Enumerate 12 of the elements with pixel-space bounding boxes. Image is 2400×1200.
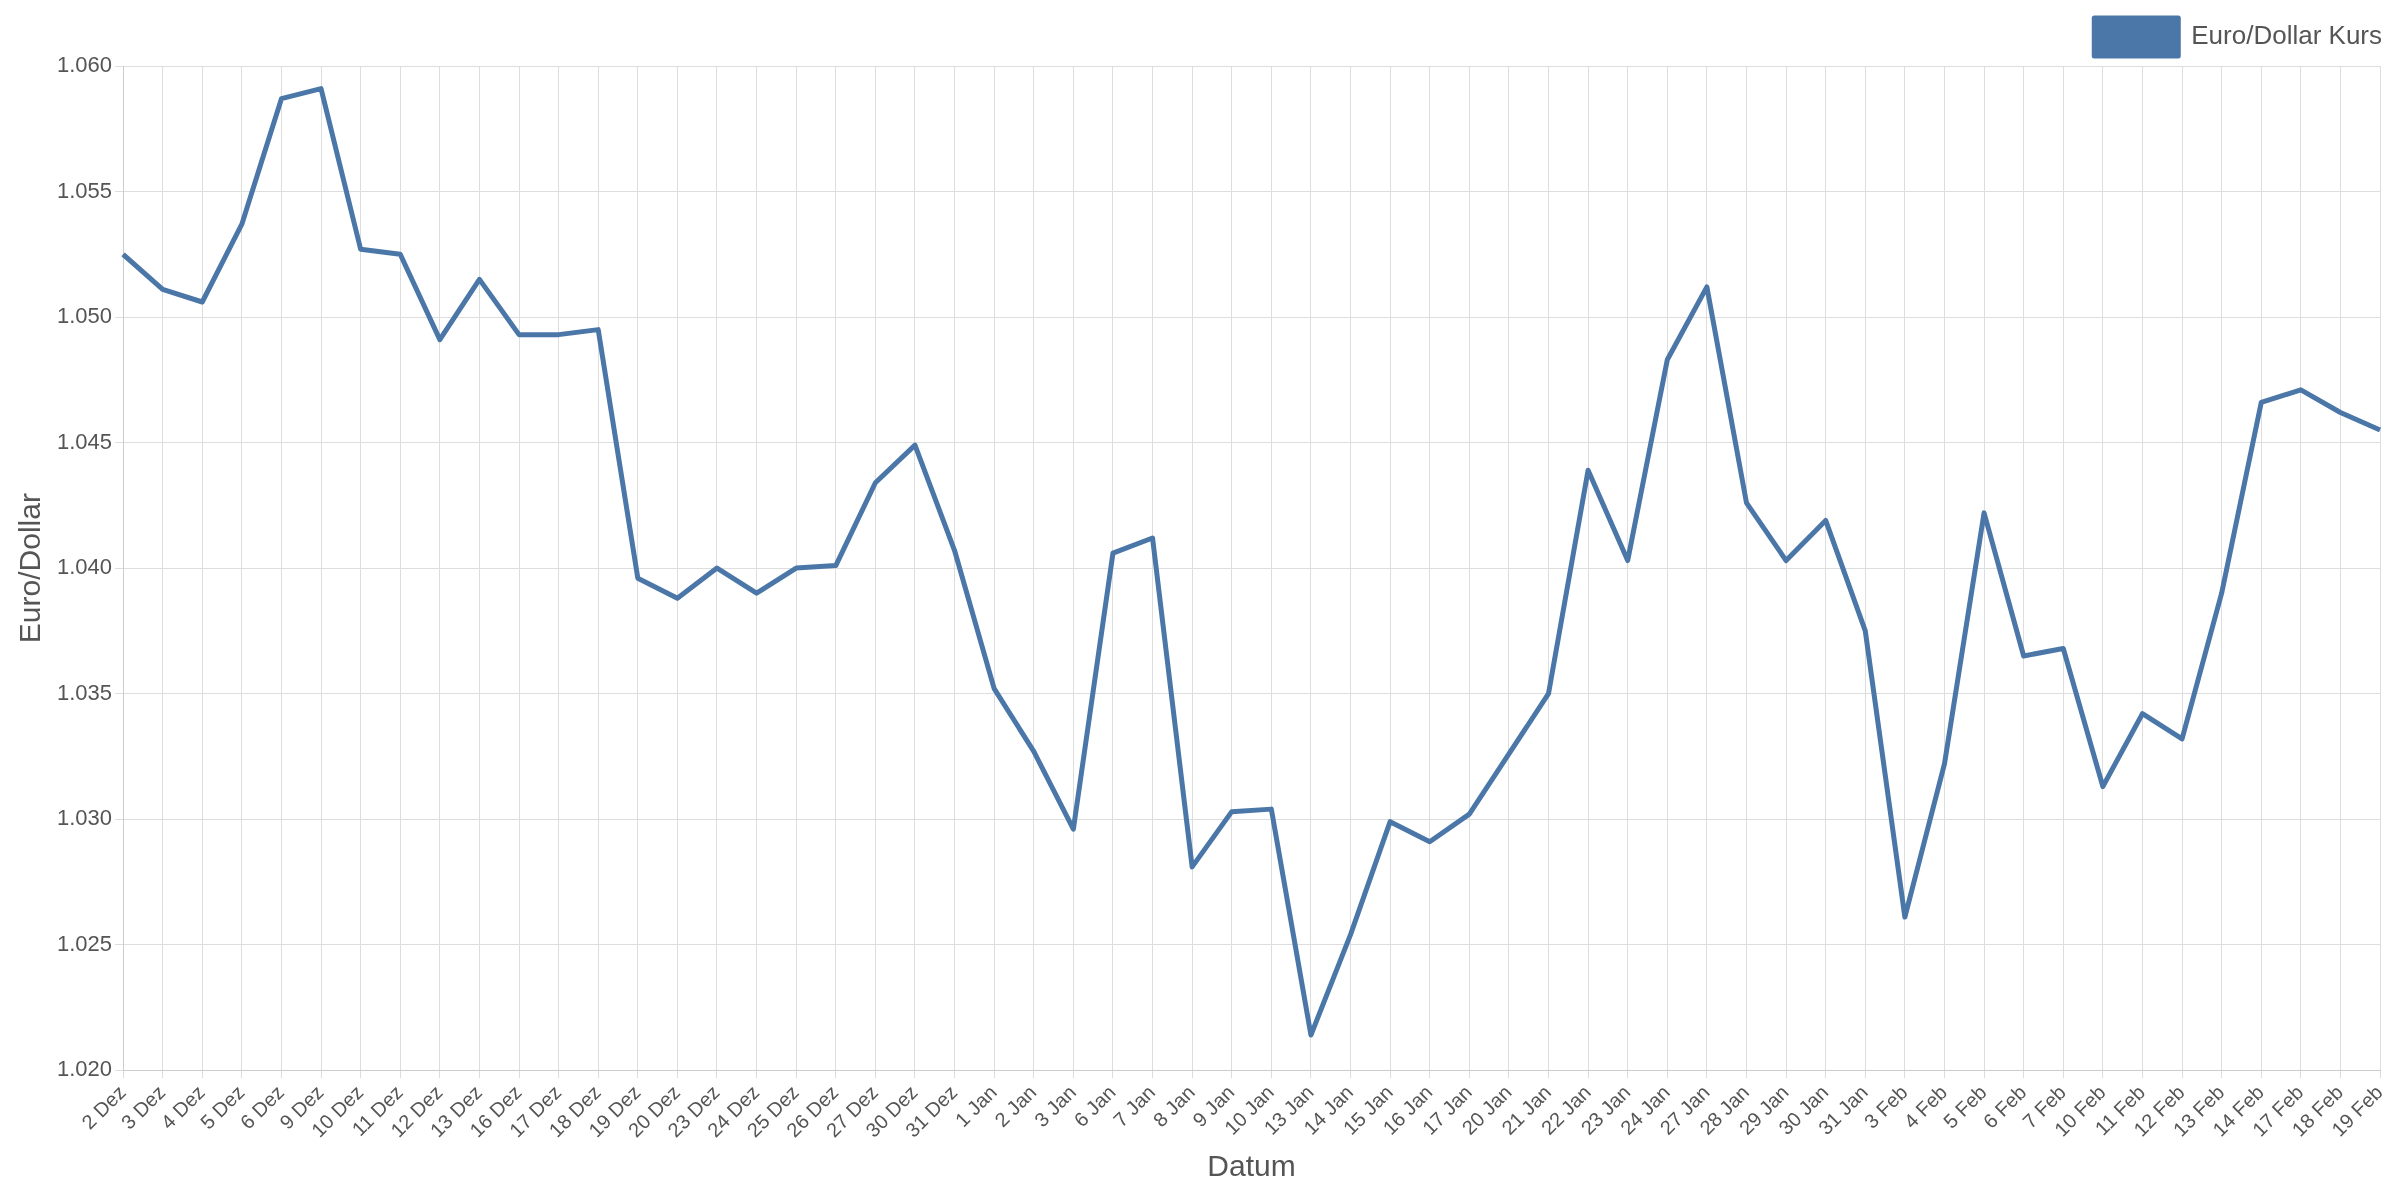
y-tick-label: 1.020 [56,1056,113,1082]
legend-label: Euro/Dollar Kurs [2191,20,2382,51]
y-tick-label: 1.050 [56,303,113,329]
y-tick-label: 1.035 [56,679,113,705]
y-tick-label: 1.030 [56,805,113,831]
y-axis-title: Euro/Dollar [13,493,47,644]
y-tick-label: 1.055 [56,177,113,203]
x-axis-title: Datum [1207,1149,1296,1183]
y-tick-label: 1.045 [56,428,113,454]
y-tick-label: 1.060 [56,52,113,78]
y-tick-label: 1.040 [56,554,113,580]
y-tick-label: 1.025 [56,930,113,956]
